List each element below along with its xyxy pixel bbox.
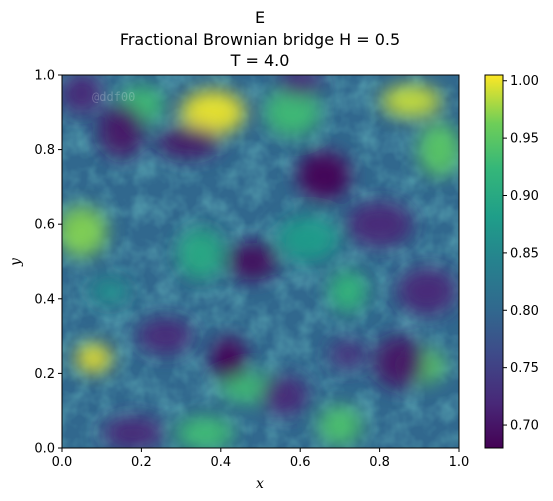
colorbar-axis: 0.70 0.75 0.80 0.85 0.90 0.95 1.00 [503, 74, 539, 434]
colorbar-tick-label: 0.95 [510, 132, 539, 147]
panel-label: E [254, 8, 266, 27]
x-tick-label: 0.4 [210, 455, 231, 470]
heatmap-region [277, 216, 340, 263]
y-axis-label: y [8, 257, 24, 267]
colorbar-tick-label: 0.75 [510, 361, 539, 376]
y-tick-label: 1.0 [34, 69, 55, 84]
watermark: @ddf00 [92, 90, 135, 104]
y-axis: 0.0 0.2 0.4 0.6 0.8 1.0 [34, 69, 62, 457]
heatmap-region [176, 228, 225, 281]
colorbar-tick-label: 1.00 [510, 74, 539, 89]
heatmap-region [180, 90, 245, 135]
heatmap-region [264, 88, 321, 137]
heatmap: @ddf00 [62, 75, 459, 448]
chart-title: Fractional Brownian bridge H = 0.5 [119, 30, 401, 49]
heatmap-region [210, 336, 247, 381]
heatmap-region [397, 267, 458, 316]
colorbar [484, 74, 504, 449]
heatmap-region [137, 318, 194, 355]
heatmap-region [157, 126, 222, 159]
y-tick-label: 0.0 [34, 442, 55, 457]
x-tick-label: 1.0 [449, 455, 470, 470]
heatmap-region [317, 405, 362, 446]
y-tick-label: 0.8 [34, 143, 55, 158]
heatmap-region [260, 375, 309, 416]
heatmap-region [89, 277, 130, 306]
y-tick-label: 0.6 [34, 218, 55, 233]
x-axis: 0.0 0.2 0.4 0.6 0.8 1.0 [52, 448, 470, 470]
heatmap-region [102, 416, 165, 448]
colorbar-tick-label: 0.90 [510, 189, 539, 204]
heatmap-region [62, 75, 103, 115]
heatmap-region [227, 242, 278, 281]
colorbar-tick-label: 0.85 [510, 246, 539, 261]
heatmap-region [75, 344, 112, 373]
x-tick-label: 0.6 [290, 455, 311, 470]
heatmap-region [98, 103, 145, 158]
plot-frame [61, 74, 460, 449]
heatmap-region [175, 416, 234, 448]
x-axis-label: x [256, 476, 264, 492]
heatmap-region [381, 85, 442, 118]
heatmap-region [373, 336, 426, 389]
heatmap-region [328, 270, 367, 313]
heatmap-region [328, 339, 367, 370]
heatmap-region [346, 201, 413, 248]
colorbar-tick-label: 0.80 [510, 304, 539, 319]
chart-subtitle: T = 4.0 [230, 51, 290, 70]
heatmap-region [62, 206, 107, 257]
x-tick-label: 0.2 [131, 455, 152, 470]
colorbar-tick-label: 0.70 [510, 419, 539, 434]
heatmap-region [278, 75, 323, 97]
y-tick-label: 0.4 [34, 292, 55, 307]
heatmap-region [297, 150, 352, 201]
y-tick-label: 0.2 [34, 367, 55, 382]
heatmap-region [418, 122, 459, 177]
x-tick-label: 0.8 [369, 455, 390, 470]
x-tick-label: 0.0 [52, 455, 73, 470]
